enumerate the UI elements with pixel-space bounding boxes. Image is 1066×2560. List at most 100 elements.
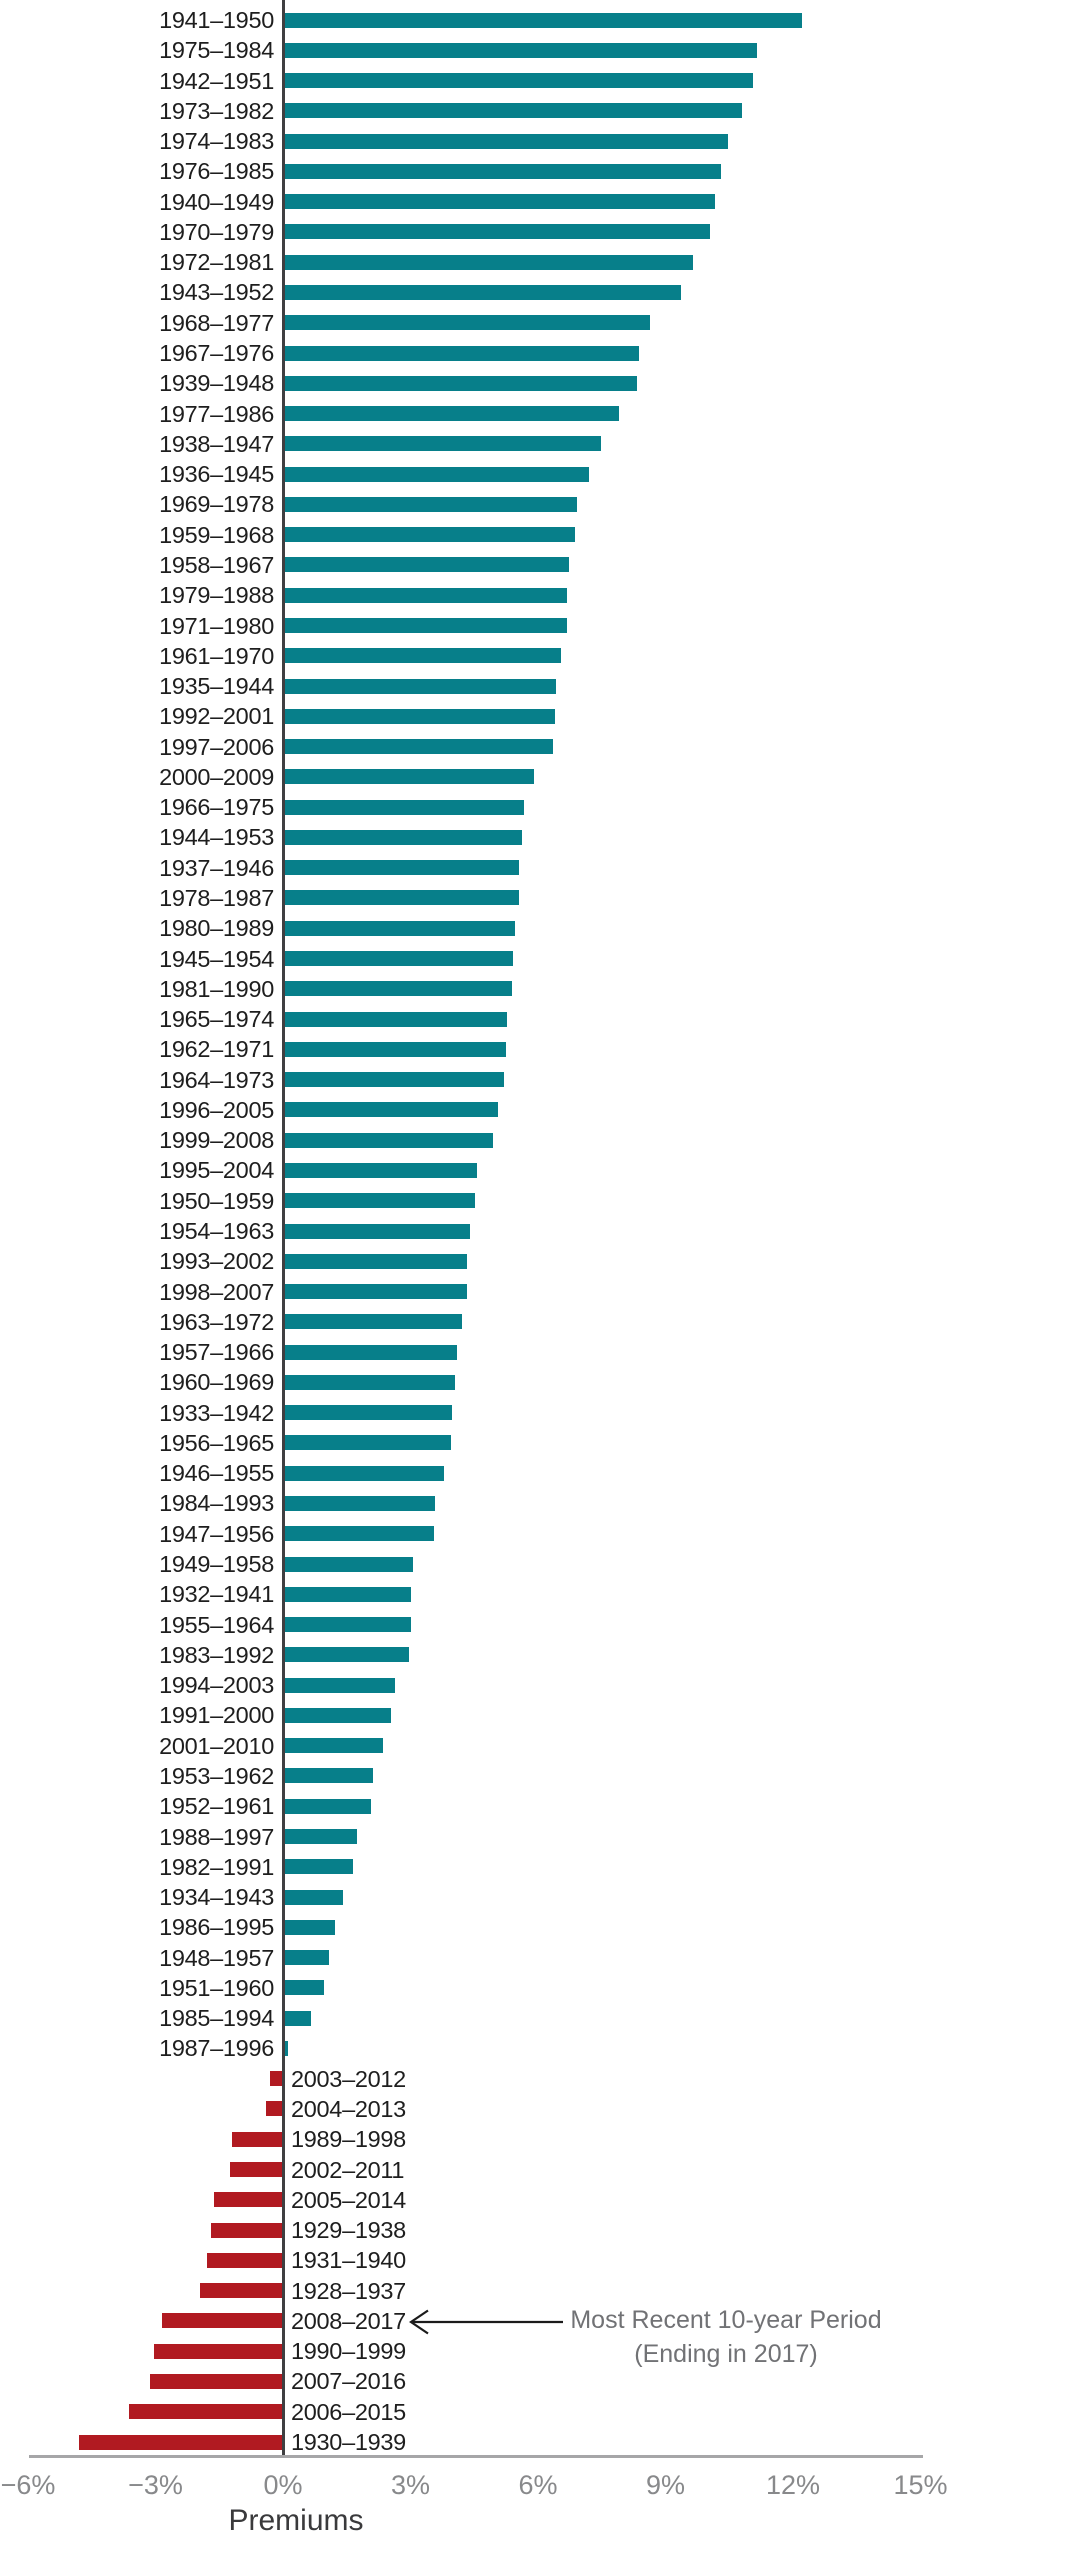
bar-label: 1975–1984 (159, 37, 274, 64)
x-axis-tick-label: 12% (765, 2470, 821, 2500)
bar-label: 1997–2006 (159, 733, 274, 760)
x-axis-line (29, 2455, 923, 2458)
bar (283, 1980, 324, 1996)
bar (283, 12, 802, 28)
bar (283, 1617, 411, 1633)
bar (128, 2404, 283, 2420)
bar-label: 1956–1965 (159, 1429, 274, 1456)
bar-label: 1954–1963 (159, 1218, 274, 1244)
bar (283, 2040, 289, 2056)
bar (283, 133, 728, 149)
bar-label: 1943–1952 (159, 279, 274, 306)
bar-label: 1946–1955 (159, 1460, 274, 1487)
bar (266, 2101, 283, 2117)
bar-label: 1990–1999 (291, 2338, 406, 2365)
bar-label: 1960–1969 (159, 1369, 274, 1396)
bar (283, 769, 535, 785)
bar (283, 739, 553, 755)
bar-label: 1949–1958 (159, 1551, 274, 1578)
bar (283, 1707, 392, 1723)
bar (283, 1919, 335, 1935)
bar-label: 1991–2000 (159, 1702, 274, 1729)
bar (283, 1132, 494, 1148)
bar-label: 1953–1962 (159, 1762, 274, 1789)
bar-label: 1979–1988 (159, 582, 274, 609)
bar (283, 1950, 329, 1966)
bar-label: 1999–2008 (159, 1127, 274, 1154)
bar (283, 708, 556, 724)
bar-label: 1987–1996 (159, 2035, 274, 2062)
bar-label: 1952–1961 (159, 1793, 274, 1820)
bar (283, 345, 640, 361)
bar (283, 163, 722, 179)
bar (283, 315, 651, 331)
bar (283, 890, 519, 906)
bar-label: 1996–2005 (159, 1096, 274, 1123)
bar (283, 42, 757, 58)
x-axis-tick-label: 9% (645, 2470, 686, 2500)
bar-label: 1973–1982 (159, 97, 274, 124)
bar (283, 557, 569, 573)
bar-label: 1944–1953 (159, 824, 274, 851)
bar (283, 1798, 371, 1814)
bar-label: 1972–1981 (159, 249, 274, 276)
bar (283, 1102, 498, 1118)
bar-label: 2004–2013 (291, 2095, 406, 2122)
bar-label: 2001–2010 (159, 1732, 274, 1759)
bar-label: 1981–1990 (159, 975, 274, 1002)
bar-label: 1964–1973 (159, 1066, 274, 1093)
bar (283, 678, 557, 694)
bar (232, 2131, 283, 2147)
bar-label: 1967–1976 (159, 340, 274, 367)
bar-label: 1942–1951 (159, 67, 274, 94)
bar-label: 1941–1950 (159, 7, 274, 33)
bar (283, 436, 602, 452)
zero-axis-line (282, 0, 285, 2456)
bar-label: 1986–1995 (159, 1914, 274, 1941)
annotation-arrow-icon (409, 2309, 563, 2335)
bar-label: 2005–2014 (291, 2186, 406, 2213)
bar-label: 1948–1957 (159, 1944, 274, 1971)
bar-label: 2007–2016 (291, 2368, 406, 2395)
x-axis-tick-label: −3% (128, 2470, 183, 2500)
bar (153, 2343, 283, 2359)
bar-label: 1971–1980 (159, 612, 274, 639)
x-axis-tick-label: 0% (263, 2470, 303, 2500)
bar-label: 1966–1975 (159, 794, 274, 821)
bar (283, 860, 520, 876)
bar (283, 1374, 456, 1390)
bar-label: 1937–1946 (159, 854, 274, 881)
bar-label: 1984–1993 (159, 1490, 274, 1517)
bar-label: 1939–1948 (159, 370, 274, 397)
bar-label: 1974–1983 (159, 128, 274, 155)
bar (213, 2192, 283, 2208)
annotation-line2: (Ending in 2017) (634, 2340, 818, 2368)
bar (161, 2313, 283, 2329)
bar-label: 1935–1944 (159, 673, 274, 700)
x-axis-tick-label: 6% (518, 2470, 558, 2500)
bar (283, 194, 715, 210)
bar (283, 1011, 507, 1027)
bar-label: 1994–2003 (159, 1672, 274, 1699)
bar (283, 375, 638, 391)
bar (283, 2010, 312, 2026)
bar-label: 1959–1968 (159, 521, 274, 548)
bar-label: 1961–1970 (159, 642, 274, 669)
bar-label: 1988–1997 (159, 1823, 274, 1850)
bar (283, 1041, 506, 1057)
bar (283, 799, 524, 815)
bar (283, 1162, 477, 1178)
bar-label: 1929–1938 (291, 2217, 406, 2244)
bar (283, 496, 578, 512)
bar-label: 1968–1977 (159, 309, 274, 336)
bar-label: 1989–1998 (291, 2126, 406, 2153)
bar (283, 920, 516, 936)
annotation-text: Most Recent 10-year Period (Ending in 20… (568, 2303, 884, 2371)
bar-label: 1957–1966 (159, 1339, 274, 1366)
x-axis-title: Premiums (228, 2504, 364, 2537)
bar-label: 1969–1978 (159, 491, 274, 518)
bar-label: 1962–1971 (159, 1036, 274, 1063)
x-axis-tick-label: 3% (390, 2470, 431, 2500)
bar (283, 1829, 358, 1844)
bar (283, 1193, 476, 1209)
